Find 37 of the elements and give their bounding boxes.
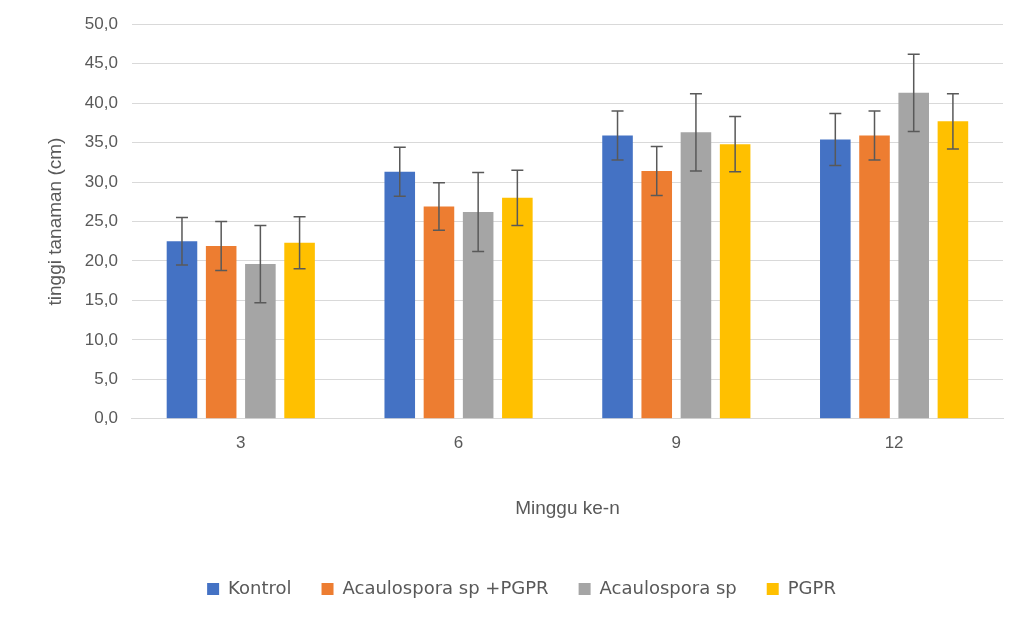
x-tick-label: 12: [884, 432, 904, 452]
x-tick-label: 9: [671, 432, 682, 452]
bar: [719, 144, 751, 419]
legend-label: Acaulospora sp +PGPR: [342, 576, 549, 598]
bar: [680, 132, 712, 419]
y-tick-label: 10,0: [84, 329, 118, 349]
bar: [205, 245, 237, 419]
bar: [384, 171, 416, 419]
y-axis-title: tinggi tanaman (cm): [43, 137, 65, 306]
x-tick-label: 3: [236, 432, 246, 452]
y-tick-label: 20,0: [84, 250, 118, 270]
y-tick-label: 0,0: [94, 408, 118, 428]
bar: [166, 241, 198, 419]
y-tick-label: 35,0: [84, 132, 118, 152]
legend-label: PGPR: [787, 576, 836, 598]
bar: [423, 206, 455, 419]
bar: [602, 135, 633, 419]
bar: [502, 197, 533, 419]
y-tick-label: 25,0: [84, 211, 118, 231]
y-tick-label: 45,0: [84, 53, 118, 73]
bar: [641, 170, 673, 419]
bar: [284, 242, 315, 419]
x-axis-title: Minggu ke-n: [515, 496, 620, 518]
y-tick-label: 5,0: [94, 369, 118, 389]
bar: [462, 212, 494, 419]
legend-label: Acaulospora sp: [599, 576, 737, 598]
bar: [245, 264, 276, 419]
y-tick-label: 50,0: [84, 13, 118, 33]
y-tick-label: 15,0: [84, 290, 118, 310]
bar: [937, 121, 969, 419]
y-tick-label: 40,0: [84, 92, 118, 112]
x-tick-label: 6: [453, 432, 464, 452]
bar: [859, 135, 890, 419]
y-tick-label: 30,0: [84, 171, 118, 191]
legend-label: Kontrol: [228, 576, 292, 598]
bar: [820, 139, 851, 419]
bar: [898, 92, 929, 419]
